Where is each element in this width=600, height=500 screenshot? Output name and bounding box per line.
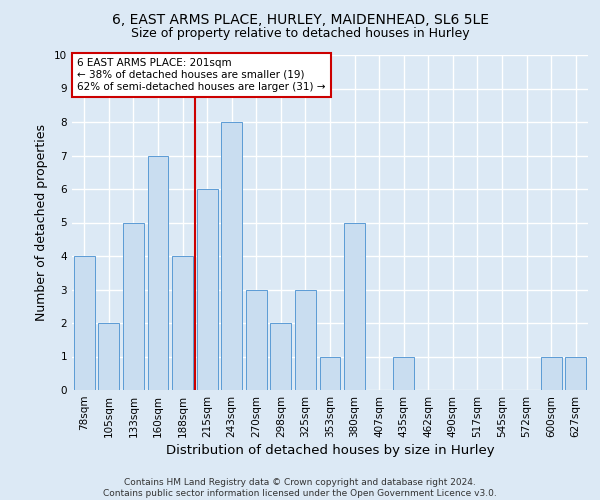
Text: Size of property relative to detached houses in Hurley: Size of property relative to detached ho… xyxy=(131,28,469,40)
Bar xyxy=(98,323,119,390)
Bar xyxy=(123,222,144,390)
Bar xyxy=(172,256,193,390)
Bar xyxy=(295,290,316,390)
Bar xyxy=(221,122,242,390)
Bar xyxy=(320,356,340,390)
Bar xyxy=(246,290,267,390)
Bar xyxy=(565,356,586,390)
Text: 6 EAST ARMS PLACE: 201sqm
← 38% of detached houses are smaller (19)
62% of semi-: 6 EAST ARMS PLACE: 201sqm ← 38% of detac… xyxy=(77,58,326,92)
Bar xyxy=(541,356,562,390)
Bar xyxy=(393,356,414,390)
Y-axis label: Number of detached properties: Number of detached properties xyxy=(35,124,49,321)
X-axis label: Distribution of detached houses by size in Hurley: Distribution of detached houses by size … xyxy=(166,444,494,457)
Bar xyxy=(148,156,169,390)
Bar xyxy=(344,222,365,390)
Text: Contains HM Land Registry data © Crown copyright and database right 2024.
Contai: Contains HM Land Registry data © Crown c… xyxy=(103,478,497,498)
Bar xyxy=(197,189,218,390)
Bar xyxy=(74,256,95,390)
Bar xyxy=(271,323,292,390)
Text: 6, EAST ARMS PLACE, HURLEY, MAIDENHEAD, SL6 5LE: 6, EAST ARMS PLACE, HURLEY, MAIDENHEAD, … xyxy=(112,12,488,26)
